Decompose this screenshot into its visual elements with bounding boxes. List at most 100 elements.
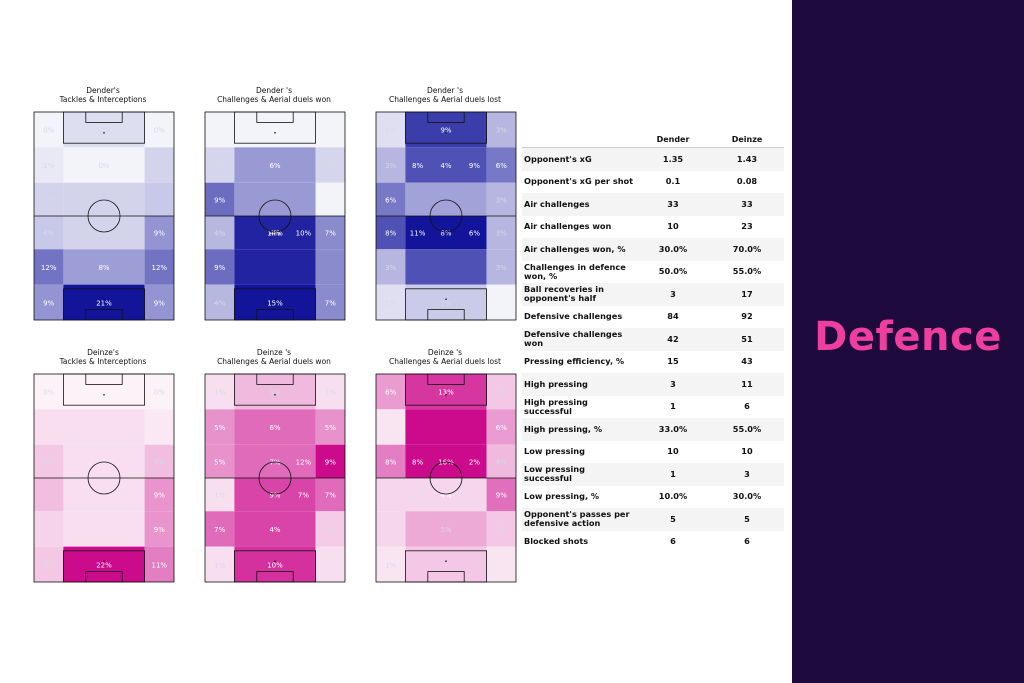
heatmap-cell (376, 444, 406, 478)
heatmap-cell (486, 249, 516, 285)
heatmap-label: 3% (43, 196, 54, 204)
heatmap-cell (63, 284, 145, 320)
heatmap-label: 7% (325, 230, 336, 238)
penalty-spot (103, 394, 105, 396)
heatmap-cell (205, 112, 235, 148)
stat-label: Opponent's passes per defensive action (522, 508, 636, 531)
stat-value: 55.0% (710, 418, 784, 441)
stat-value: 55.0% (732, 266, 762, 277)
heatmap-cell (144, 284, 174, 320)
heatmap-label: 8% (440, 230, 451, 238)
stat-value: 10 (667, 446, 679, 457)
center-circle (87, 199, 121, 233)
stat-value: 1 (670, 401, 676, 412)
heatmap-cell (34, 511, 64, 547)
heatmap-label: 4% (214, 230, 225, 238)
heatmap-pitch: 6% 13% 3%6%8% 16% 4%9%5% 3%1%8% 2%4% (375, 373, 517, 583)
heatmap-cell (205, 182, 235, 216)
heatmap-label: 9% (214, 196, 225, 204)
heatmap-label: 8% (412, 162, 423, 170)
stat-label: Blocked shots (524, 536, 589, 547)
heatmap-label: 3% (496, 526, 507, 534)
heatmap-label: 8% (98, 264, 109, 272)
heatmap-cell (205, 511, 235, 547)
heatmap-cell (405, 478, 487, 512)
heatmap-label: 8% (385, 458, 396, 466)
heatmap-cell (376, 409, 406, 445)
heatmap-label: 4% (43, 458, 54, 466)
goal-box-top (256, 111, 294, 123)
heatmap-pitch: 2% 6% 2%9%4% 14% 7%9%4% 15% 7%4% 10% (204, 111, 346, 321)
stats-row: Opponent's xG 1.35 1.43 (522, 147, 784, 171)
stats-row: Low pressing, % 10.0% 30.0% (522, 486, 784, 509)
heatmap-cell (144, 249, 174, 285)
section-title: Defence (814, 314, 1002, 360)
heatmap-cell (144, 444, 174, 478)
stat-label: Air challenges won (524, 221, 612, 232)
heatmap-label: 6% (269, 424, 280, 432)
heatmap-pitch: 0% 2% 0% 1% 0% 3% 4% 3% 9% 12% 8% 12% 9% 21% 9% (33, 111, 175, 321)
heatmap-cell (315, 546, 345, 582)
heatmap-pitch: 1% 9% 3% 3% 4% 6% 6% 3% 8% 3% 3% 3% 1% 2% 8% 9% 11% 8% 6% (375, 111, 517, 321)
heatmap-label: 1% (214, 389, 225, 397)
stat-label: Pressing efficiency, % (524, 356, 625, 367)
stat-value: 30.0% (636, 238, 710, 261)
heatmap-label: 1% (385, 561, 396, 569)
stat-value: 3 (710, 463, 784, 486)
stat-label: Defensive challenges won (522, 328, 636, 351)
heatmap-label: 1% (214, 492, 225, 500)
stats-table: Dender Deinze Opponent's xG 1.35 1.43 Oppone… (522, 132, 784, 553)
heatmap-label: 5% (325, 424, 336, 432)
heatmap-cell (376, 249, 406, 285)
heatmap-cell (376, 478, 406, 512)
center-circle (429, 461, 463, 495)
heatmap-label: 4% (214, 299, 225, 307)
heatmap-cell (234, 284, 316, 320)
heatmap-cell (315, 216, 345, 250)
heatmap-cell (376, 216, 406, 250)
penalty-spot (103, 298, 105, 300)
goal-box-bottom (85, 571, 123, 583)
heatmap-label: 1% (43, 162, 54, 170)
heatmap-cell (205, 444, 235, 478)
stat-value: 0.08 (736, 176, 758, 187)
heatmap-label: 7% (214, 526, 225, 534)
stats-row: Blocked shots 6 6 (522, 531, 784, 554)
stat-value: 42 (636, 328, 710, 351)
heatmap-label: 0% (154, 127, 165, 135)
heatmap-label: 2% (98, 127, 109, 135)
heatmap-label: 2% (325, 162, 336, 170)
goal-box-bottom (427, 571, 465, 583)
heatmap-cell (405, 374, 487, 410)
stat-label: Opponent's xG per shot (524, 176, 634, 187)
penalty-spot (274, 298, 276, 300)
heatmap-label: 4% (269, 526, 280, 534)
heatmap-label: 9% (269, 492, 280, 500)
heatmap-cell (63, 147, 145, 183)
heatmap-label: 1% (214, 561, 225, 569)
stats-header-2: Deinze (710, 132, 784, 148)
goal-box-bottom (256, 571, 294, 583)
stat-value: 0.1 (665, 176, 681, 187)
heatmap-cell (486, 284, 516, 320)
heatmap-cell (144, 216, 174, 250)
heatmap-cell (405, 249, 487, 285)
heatmap-cell (63, 374, 145, 410)
goal-box-top (427, 111, 465, 123)
stat-value: 5 (710, 508, 784, 531)
heatmap-cell (34, 409, 64, 445)
stat-value: 11 (710, 373, 784, 396)
heatmap-label: 13% (438, 389, 454, 397)
heatmap-label: 6% (269, 162, 280, 170)
stat-value: 51 (710, 328, 784, 351)
heatmap-cell (234, 216, 316, 250)
heatmap-label: 1% (325, 389, 336, 397)
heatmap-cell (405, 284, 487, 320)
heatmap-label: 0% (154, 389, 165, 397)
heatmap-cell (63, 546, 145, 582)
heatmap-label: 3% (496, 127, 507, 135)
stat-value: 15 (667, 356, 679, 367)
heatmap-cell (34, 444, 64, 478)
stat-label: Challenges in defence won, % (524, 261, 626, 281)
heatmap-label: 21% (96, 299, 112, 307)
